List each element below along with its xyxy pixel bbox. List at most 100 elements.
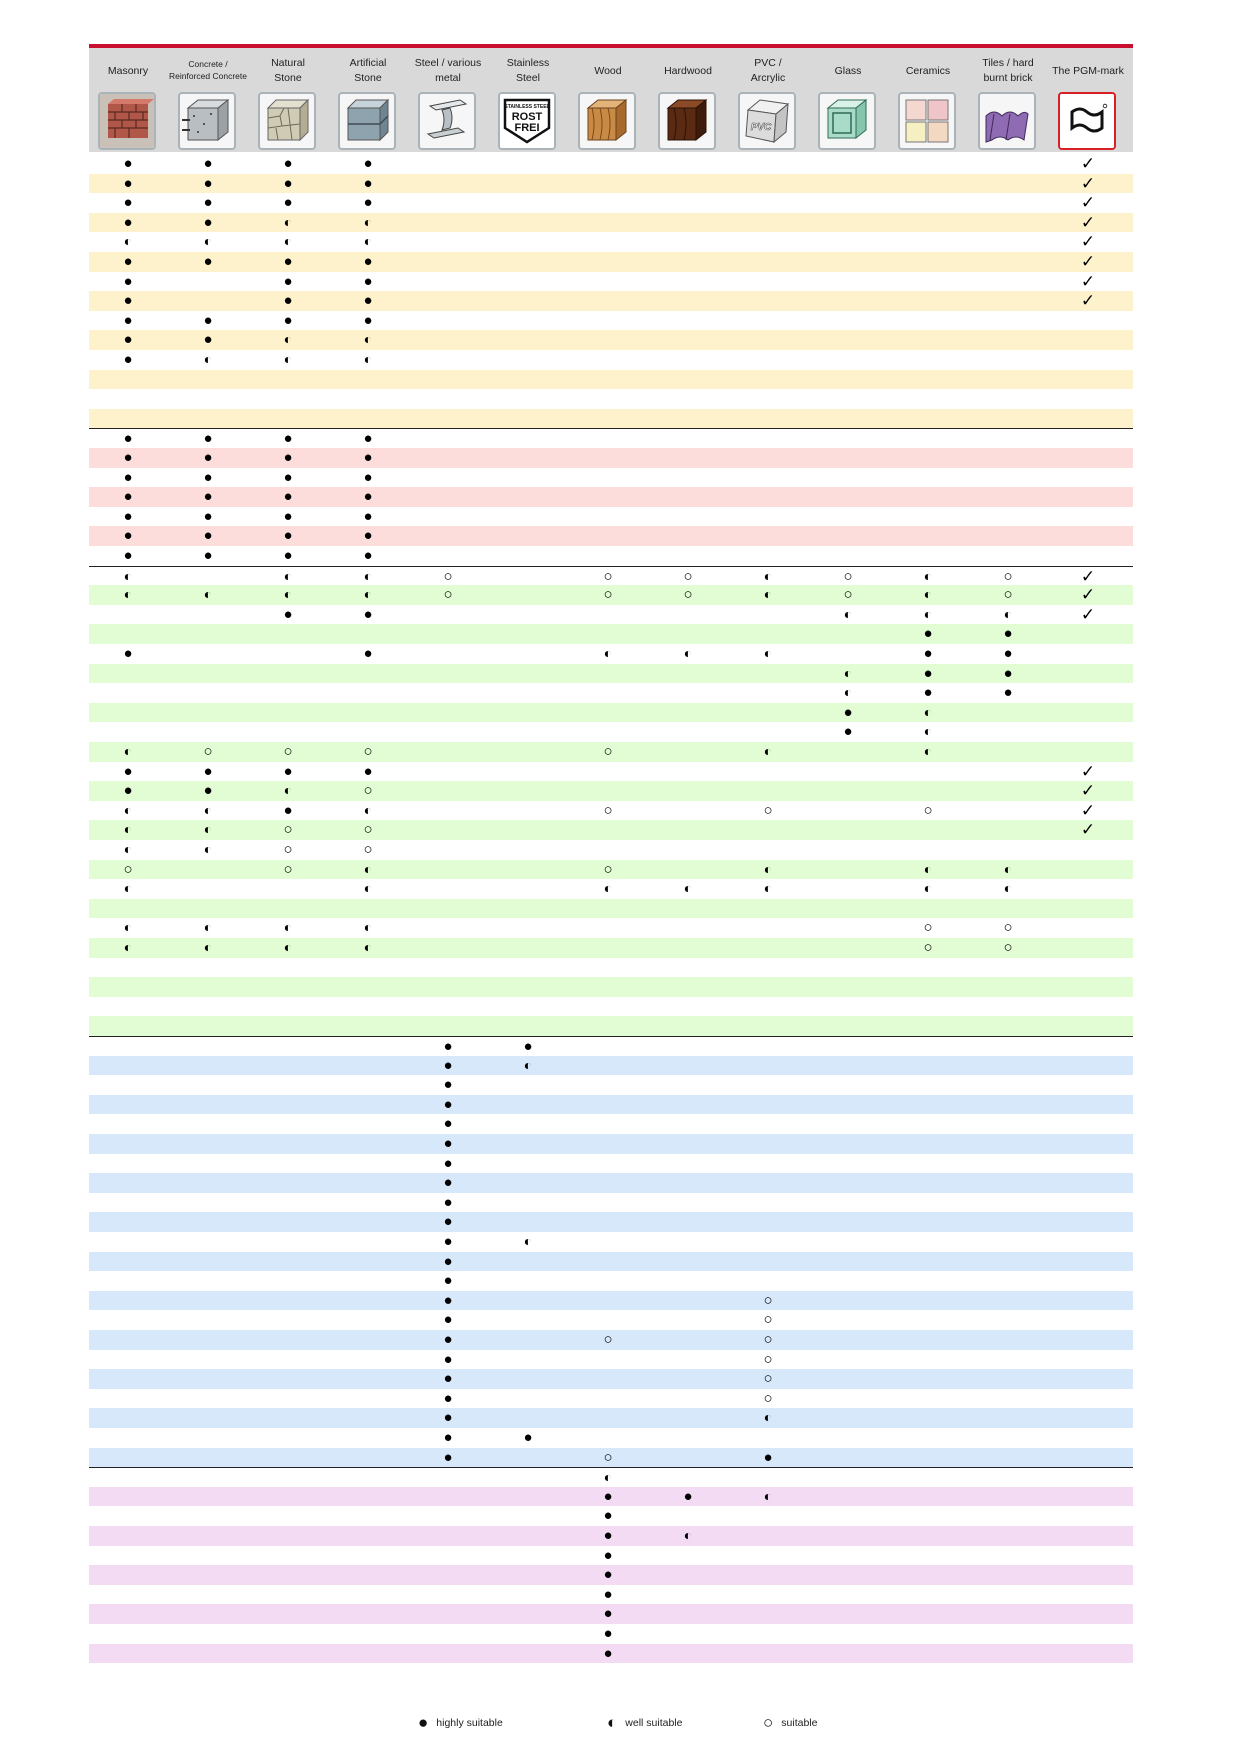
legend-label: highly suitable: [436, 1717, 503, 1729]
empty-circle-icon: ○: [283, 841, 293, 858]
half-circle-icon: ◐: [203, 586, 213, 603]
half-circle-icon: ◐: [683, 645, 693, 661]
table-row: ◐ ◐ ◐ ◐ ○ ○: [89, 938, 1133, 958]
hardwood-block-icon: [658, 92, 716, 150]
full-circle-icon: ●: [283, 762, 293, 780]
table-row: ● ◐ ◐ ◐: [89, 350, 1133, 370]
table-row: ● ● ● ● ✓: [89, 762, 1133, 782]
full-circle-icon: ●: [283, 155, 293, 172]
table-row: ◐ ◐ ○ ○: [89, 840, 1133, 860]
full-circle-icon: ●: [603, 1605, 613, 1623]
empty-circle-icon: ○: [1003, 586, 1013, 604]
half-circle-icon: ◐: [603, 645, 613, 661]
half-circle-icon: ◐: [283, 213, 293, 230]
full-circle-icon: ●: [203, 194, 213, 212]
column-label: PVC / Arcrylic: [750, 57, 786, 84]
empty-circle-icon: ○: [363, 841, 373, 858]
full-circle-icon: ●: [203, 331, 213, 349]
empty-circle-icon: ○: [763, 801, 773, 819]
empty-circle-icon: ○: [1003, 919, 1013, 937]
table-row: [89, 1016, 1133, 1036]
check-icon: ✓: [1080, 604, 1096, 624]
column-label: Stainless Steel: [506, 57, 550, 84]
half-circle-icon: ◐: [843, 664, 853, 681]
table-row: ● ● ● ●: [89, 468, 1133, 488]
table-row: ●: [89, 1154, 1133, 1174]
half-circle-icon: ◐: [123, 841, 133, 857]
half-circle-icon: ◐: [123, 586, 133, 603]
half-circle-icon: ◐: [123, 880, 133, 897]
empty-circle-icon: ○: [1003, 939, 1013, 956]
column-header-tiles: Tiles / hard burnt brick: [968, 48, 1048, 152]
table-row: ● ● ● ● ✓: [89, 173, 1133, 194]
full-circle-icon: ●: [203, 488, 213, 506]
full-circle-icon: ●: [203, 762, 213, 780]
stainless-steel-shield-icon: STAINLESS STEEL ROST FREI: [498, 92, 556, 150]
half-circle-icon: ◐: [363, 233, 373, 250]
full-circle-icon: ●: [363, 430, 373, 448]
empty-circle-icon: ○: [443, 567, 453, 585]
full-circle-icon: ●: [923, 645, 933, 662]
column-label: Steel / various metal: [414, 57, 482, 84]
half-circle-icon: ◐: [363, 880, 373, 897]
empty-circle-icon: ○: [283, 743, 293, 760]
half-circle-icon: ◐: [203, 351, 213, 367]
full-circle-icon: ●: [443, 1311, 453, 1329]
half-circle-icon: ◐: [123, 919, 133, 936]
full-circle-icon: ●: [683, 1487, 693, 1505]
table-row: ● ●: [89, 624, 1133, 644]
full-circle-icon: ●: [123, 155, 133, 172]
half-circle-icon: ◐: [283, 782, 293, 799]
full-circle-icon: ●: [443, 1291, 453, 1309]
full-circle-icon: ●: [123, 645, 133, 662]
empty-circle-icon: ○: [603, 801, 613, 819]
full-circle-icon: ●: [363, 488, 373, 506]
table-row: ●: [89, 1624, 1133, 1644]
full-circle-icon: ●: [443, 1213, 453, 1231]
full-circle-icon: ●: [603, 1625, 613, 1642]
empty-circle-icon: ○: [763, 1713, 774, 1732]
half-circle-icon: ◐: [923, 605, 933, 622]
full-circle-icon: ●: [283, 272, 293, 290]
full-circle-icon: ●: [283, 449, 293, 466]
full-circle-icon: ●: [523, 1429, 533, 1446]
half-circle-icon: ◐: [363, 919, 373, 936]
empty-circle-icon: ○: [283, 860, 293, 878]
full-circle-icon: ●: [123, 272, 133, 290]
full-circle-icon: ●: [123, 331, 133, 349]
half-circle-icon: ◐: [363, 586, 373, 603]
full-circle-icon: ●: [283, 253, 293, 270]
ceramic-tiles-icon: [898, 92, 956, 150]
column-header-stainless: Stainless Steel STAINLESS STEEL ROST FRE…: [488, 48, 568, 152]
full-circle-icon: ●: [123, 430, 133, 448]
empty-circle-icon: ○: [763, 1350, 773, 1368]
full-circle-icon: ●: [203, 547, 213, 564]
table-row: ●: [89, 1094, 1133, 1115]
table-row: [89, 369, 1133, 390]
half-circle-icon: ◐: [603, 1469, 613, 1486]
full-circle-icon: ●: [443, 1056, 453, 1074]
half-circle-icon: ◐: [123, 743, 133, 759]
half-circle-icon: ◐: [923, 860, 933, 877]
half-circle-icon: ◐: [763, 645, 773, 661]
full-circle-icon: ●: [603, 1644, 613, 1662]
table-row: ● ◐: [89, 1526, 1133, 1546]
full-circle-icon: ●: [123, 782, 133, 800]
table-row: ◐ ◐ ◐ ◐ ✓: [89, 232, 1133, 252]
table-row: ● ○: [89, 1389, 1133, 1409]
table-row: ◐ ◐ ◐ ◐ ○ ○ ○ ◐ ○ ◐ ○ ✓: [89, 585, 1133, 605]
svg-text:PVC: PVC: [751, 122, 772, 133]
full-circle-icon: ●: [203, 430, 213, 448]
column-header-pvc: PVC / Arcrylic PVC: [728, 48, 808, 152]
full-circle-icon: ●: [363, 311, 373, 329]
full-circle-icon: ●: [443, 1252, 453, 1270]
check-icon: ✓: [1080, 566, 1096, 586]
full-circle-icon: ●: [603, 1527, 613, 1544]
legend: ● highly suitable ◐ well suitable ○ suit…: [0, 1711, 1240, 1735]
check-icon: ✓: [1080, 800, 1096, 820]
legend-label: suitable: [781, 1717, 818, 1729]
table-row: ● ○ ○: [89, 1330, 1133, 1350]
half-circle-icon: ◐: [363, 939, 373, 955]
column-header-glass: Glass: [808, 48, 888, 152]
check-icon: ✓: [1080, 232, 1096, 252]
